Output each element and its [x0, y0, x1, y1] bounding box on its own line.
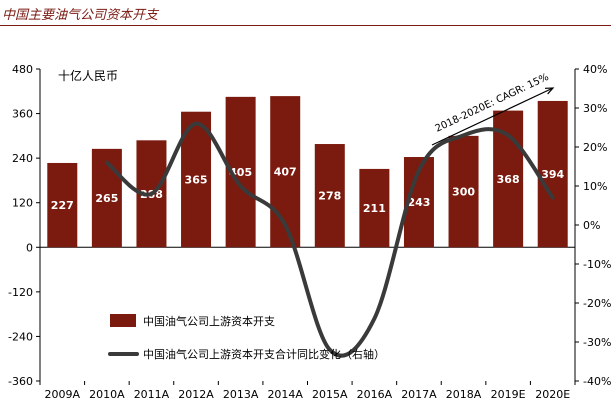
left-tick-label: 0: [26, 241, 33, 254]
right-tick-label: 20%: [583, 141, 607, 154]
x-tick-label: 2015A: [312, 388, 348, 401]
x-tick-label: 2019E: [491, 388, 526, 401]
x-tick-label: 2020E: [535, 388, 570, 401]
left-tick-label: 120: [12, 197, 33, 210]
x-tick-label: 2016A: [357, 388, 393, 401]
left-tick-label: -120: [8, 286, 33, 299]
bar-value-label: 243: [407, 196, 430, 209]
title-divider: [0, 25, 611, 26]
bar-value-label: 278: [318, 190, 341, 203]
x-tick-label: 2018A: [446, 388, 482, 401]
bar-value-label: 368: [497, 173, 520, 186]
legend-bar-swatch: [110, 314, 136, 327]
right-tick-label: 0%: [583, 219, 600, 232]
bar: [448, 135, 479, 248]
legend-line-label: 中国油气公司上游资本开支合计同比变化（右轴）: [143, 347, 385, 361]
bar-value-label: 365: [185, 174, 208, 187]
x-tick-label: 2013A: [223, 388, 259, 401]
legend-bar-label: 中国油气公司上游资本开支: [143, 314, 275, 328]
left-tick-label: -240: [8, 330, 33, 343]
left-tick-label: 360: [12, 108, 33, 121]
unit-label: 十亿人民币: [58, 68, 118, 83]
bar: [47, 162, 78, 248]
left-tick-label: 240: [12, 152, 33, 165]
bar-value-label: 227: [51, 199, 74, 212]
x-tick-label: 2010A: [89, 388, 125, 401]
right-tick-label: -10%: [583, 258, 611, 271]
cagr-arrow-head: [544, 87, 555, 95]
x-tick-label: 2014A: [267, 388, 303, 401]
bar-value-label: 300: [452, 186, 475, 199]
right-tick-label: 10%: [583, 180, 607, 193]
right-tick-label: 30%: [583, 102, 607, 115]
right-tick-label: -40%: [583, 375, 611, 388]
bar: [91, 148, 122, 248]
right-tick-label: -20%: [583, 297, 611, 310]
chart-title: 中国主要油气公司资本开支: [2, 8, 159, 23]
x-tick-label: 2017A: [401, 388, 437, 401]
right-tick-label: -30%: [583, 336, 611, 349]
x-tick-label: 2012A: [178, 388, 214, 401]
annotation: 2018-2020E: CAGR: 15%: [431, 72, 555, 146]
line-series: [104, 121, 555, 358]
bar-series: [47, 96, 568, 248]
bar-value-label: 211: [363, 202, 386, 215]
bar: [537, 100, 568, 248]
bar: [359, 168, 390, 248]
bar: [314, 144, 345, 248]
bar-value-label: 394: [541, 168, 564, 181]
left-tick-label: -360: [8, 375, 33, 388]
cagr-arrow-line: [431, 87, 554, 146]
bar-value-label: 265: [95, 192, 118, 205]
tick-labels: -360 -240 -120 0 120 240 360 480 -40% -30% -20% -10…: [8, 63, 611, 401]
axes: [36, 68, 579, 385]
bar-value-label: 407: [274, 166, 297, 179]
x-tick-label: 2011A: [134, 388, 170, 401]
x-tick-label: 2009A: [45, 388, 81, 401]
left-tick-label: 480: [12, 63, 33, 76]
right-tick-label: 40%: [583, 63, 607, 76]
cagr-annotation-text: 2018-2020E: CAGR: 15%: [434, 72, 551, 135]
